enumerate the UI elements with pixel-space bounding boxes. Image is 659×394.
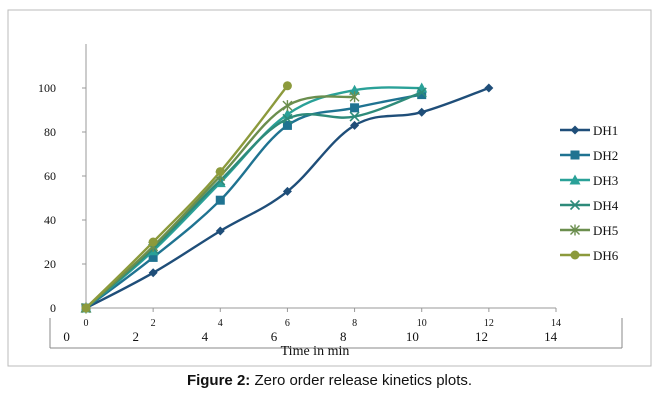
data-point (148, 252, 158, 262)
x-tick-label: 10 (417, 318, 427, 329)
legend: DH1 DH2 DH3 DH4 DH5 DH6 (560, 123, 619, 263)
x-tick-label-secondary: 12 (475, 329, 488, 344)
legend-item-dh6: DH6 (560, 248, 619, 263)
data-point (570, 125, 580, 135)
x-tick-label-secondary: 14 (544, 329, 558, 344)
data-point (282, 186, 292, 196)
legend-label: DH6 (593, 248, 619, 263)
data-point (282, 100, 293, 112)
y-tick-label: 60 (44, 169, 56, 183)
y-tick-label: 100 (38, 81, 56, 95)
data-point (148, 268, 158, 278)
data-point-stroke (349, 111, 360, 122)
data-point (417, 90, 427, 100)
x-tick-label-secondary: 10 (406, 329, 419, 344)
figure-caption: Figure 2: Zero order release kinetics pl… (0, 372, 659, 389)
x-tick-label-secondary: 4 (202, 329, 209, 344)
series-line (85, 85, 289, 309)
data-point (282, 81, 292, 91)
x-tick-label: 14 (551, 318, 561, 329)
series-dh4 (80, 87, 427, 314)
x-tick-label: 8 (352, 318, 357, 329)
x-tick-label-secondary: 6 (271, 329, 278, 344)
data-point (350, 103, 360, 113)
data-point (215, 167, 225, 177)
data-point (349, 91, 360, 103)
legend-item-dh4: DH4 (560, 198, 619, 213)
series-layer (80, 81, 494, 314)
series-dh2 (81, 90, 427, 313)
legend-item-dh1: DH1 (560, 123, 618, 138)
x-tick-label: 6 (285, 318, 290, 329)
data-point (570, 250, 580, 260)
data-point (215, 195, 225, 205)
series-line (85, 93, 422, 309)
x-axis-label: Time in min (281, 344, 350, 359)
data-point (282, 113, 293, 124)
x-tick-label: 0 (84, 318, 89, 329)
data-point (215, 226, 225, 236)
legend-label: DH4 (593, 198, 619, 213)
x-tick-label: 4 (218, 318, 223, 329)
legend-item-dh2: DH2 (560, 148, 618, 163)
series-line (85, 91, 423, 309)
x-tick-label-secondary: 8 (340, 329, 347, 344)
data-point-stroke (569, 199, 581, 211)
legend-label: DH1 (593, 123, 618, 138)
data-point (416, 87, 427, 98)
caption-text: Zero order release kinetics plots. (250, 372, 473, 389)
data-point (350, 120, 360, 130)
series-dh1 (81, 83, 494, 313)
y-tick-label: 40 (44, 213, 56, 227)
data-point (570, 224, 580, 236)
y-tick-label: 20 (44, 257, 56, 271)
x-tick-label-secondary: 0 (63, 329, 70, 344)
data-point-stroke (282, 113, 293, 124)
legend-label: DH3 (593, 173, 618, 188)
data-point (282, 120, 292, 130)
data-point (349, 84, 361, 95)
x-tick-label: 2 (151, 318, 156, 329)
data-point (569, 174, 581, 185)
data-point (570, 150, 580, 160)
data-point (484, 83, 494, 93)
data-point (569, 199, 581, 211)
y-tick-label: 0 (50, 301, 56, 315)
x-tick-label: 12 (484, 318, 494, 329)
data-point-stroke (416, 87, 427, 98)
legend-item-dh5: DH5 (560, 223, 618, 238)
y-tick-label: 80 (44, 125, 56, 139)
data-point (81, 303, 91, 313)
figure-border (7, 9, 652, 367)
data-point (148, 237, 158, 247)
caption-label: Figure 2: (186, 372, 251, 389)
legend-label: DH2 (593, 148, 618, 163)
legend-label: DH5 (593, 223, 618, 238)
series-line (85, 86, 422, 309)
legend-item-dh3: DH3 (560, 173, 618, 188)
series-dh6 (81, 81, 292, 313)
x-tick-label-secondary: 2 (132, 329, 139, 344)
data-point (349, 111, 360, 122)
data-point (417, 107, 427, 117)
